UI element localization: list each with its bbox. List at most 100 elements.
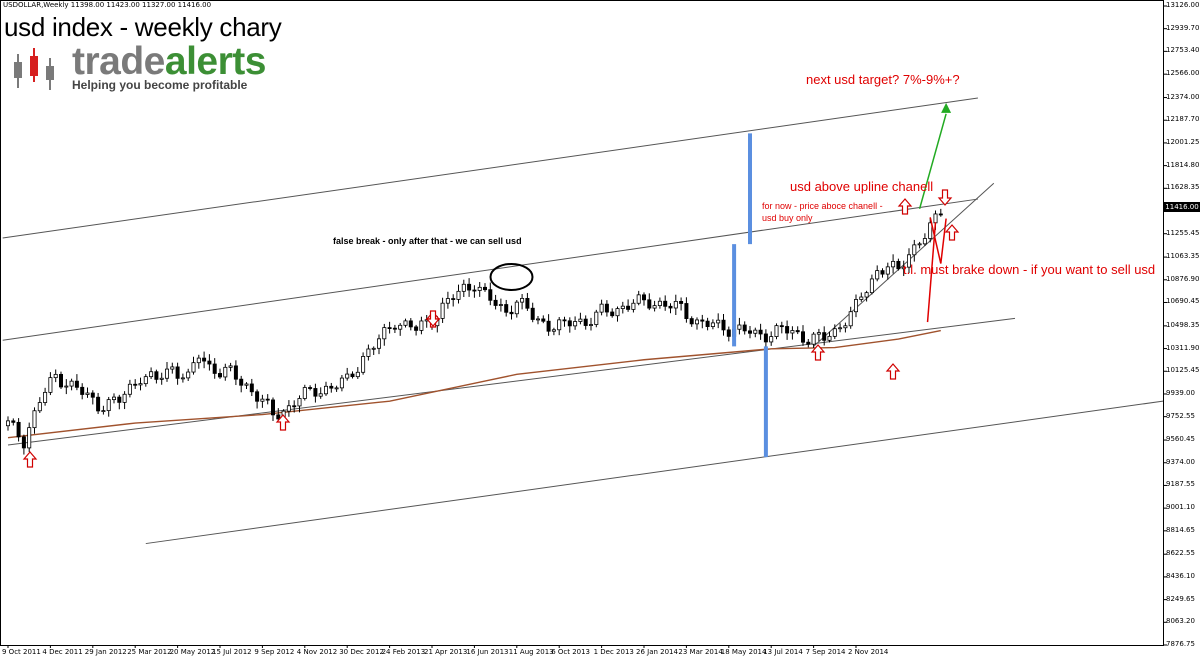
- candle-body: [276, 414, 281, 420]
- candle-body: [112, 396, 117, 401]
- candle-body: [445, 298, 450, 304]
- y-tick-label: 10498.35: [1166, 320, 1200, 329]
- x-tick-label: 7 Sep 2014: [805, 648, 846, 656]
- middle-channel-line: [2, 198, 978, 341]
- candle-body: [159, 377, 164, 380]
- candle-body: [117, 396, 122, 403]
- y-tick-label: 11814.80: [1166, 160, 1200, 169]
- candle-body: [832, 328, 837, 337]
- x-tick-label: 9 Oct 2011: [2, 648, 41, 656]
- candle-body: [133, 383, 138, 386]
- candle-body: [488, 289, 493, 301]
- tradealerts-logo: tradealerts Helping you become profitabl…: [10, 40, 280, 96]
- candle-body: [32, 410, 37, 429]
- candle-body: [689, 318, 694, 325]
- x-tick-label: 11 Aug 2013: [508, 648, 554, 656]
- up-arrow-marker: [897, 198, 913, 215]
- chart-title: usd index - weekly chary: [4, 12, 282, 42]
- candle-body: [520, 297, 525, 303]
- blue-measure-bars: [732, 133, 768, 458]
- candle-body: [583, 318, 588, 326]
- candle-body: [816, 332, 821, 335]
- candle-body: [265, 398, 270, 401]
- candle-body: [74, 380, 79, 388]
- x-tick-label: 26 Jan 2014: [636, 648, 678, 656]
- candle-body: [387, 327, 392, 329]
- candle-body: [875, 270, 880, 280]
- y-tick-label: 12753.40: [1166, 46, 1200, 55]
- candle-body: [48, 377, 53, 393]
- target-projection-line: [918, 113, 947, 210]
- candle-body: [647, 299, 652, 309]
- candle-body: [938, 213, 943, 216]
- candle-body: [392, 327, 397, 330]
- up-arrow-marker: [22, 451, 38, 468]
- candle-body: [642, 294, 647, 301]
- candle-body: [514, 301, 519, 315]
- candle-body: [122, 393, 127, 403]
- x-tick-label: 24 Feb 2013: [381, 648, 426, 656]
- candle-body: [652, 305, 657, 309]
- candle-body: [779, 325, 784, 328]
- candle-body: [69, 380, 74, 387]
- y-tick-label: 12374.00: [1166, 92, 1200, 101]
- y-tick-label: 8063.20: [1166, 617, 1195, 626]
- candle-body: [493, 299, 498, 306]
- x-tick-label: 6 Oct 2013: [551, 648, 591, 656]
- x-tick-label: 2 Nov 2014: [848, 648, 889, 656]
- y-tick-label: 10690.45: [1166, 297, 1200, 306]
- candle-body: [933, 213, 938, 224]
- y-tick-label: 9187.55: [1166, 480, 1195, 489]
- candle-body: [504, 304, 509, 313]
- logo-wordmark: tradealerts: [72, 40, 266, 84]
- candle-body: [599, 303, 604, 313]
- red-check-mark-b: [940, 218, 947, 264]
- candle-body: [726, 329, 731, 337]
- up-arrow-marker: [275, 414, 291, 431]
- candle-body: [64, 385, 69, 388]
- lower-support-line: [7, 317, 1016, 446]
- candle-body: [355, 371, 360, 378]
- y-tick-label: 8622.55: [1166, 549, 1195, 558]
- annotation-for-now-line2: usd buy only: [762, 213, 813, 223]
- y-tick-label: 9001.10: [1166, 503, 1195, 512]
- candle-body: [631, 302, 636, 310]
- candle-body: [742, 324, 747, 332]
- candle-body: [482, 286, 487, 291]
- y-tick-label: 11063.35: [1166, 252, 1200, 261]
- annotation-for-now-line1: for now - price aboce chanell -: [762, 201, 883, 211]
- candle-body: [854, 299, 859, 313]
- candle-body: [573, 321, 578, 327]
- candle-body: [498, 304, 503, 306]
- false-break-circle: [489, 262, 534, 291]
- candle-body: [180, 377, 185, 380]
- candle-body: [684, 303, 689, 319]
- annotation-false-break: false break - only after that - we can s…: [333, 236, 522, 246]
- y-axis-ticks: [1163, 5, 1167, 646]
- annotation-next-target: next usd target? 7%-9%+?: [806, 72, 960, 87]
- candle-body: [912, 244, 917, 256]
- candle-body: [467, 283, 472, 291]
- candle-body: [339, 377, 344, 389]
- candle-body: [848, 311, 853, 327]
- y-tick-label: 7876.75: [1166, 640, 1195, 648]
- candle-body: [663, 300, 668, 307]
- candle-body: [106, 399, 111, 412]
- candle-body: [138, 383, 143, 386]
- y-tick-label: 12001.25: [1166, 137, 1200, 146]
- candle-body: [313, 388, 318, 397]
- candle-body: [382, 327, 387, 340]
- x-tick-label: 1 Dec 2013: [593, 648, 634, 656]
- candle-body: [705, 320, 710, 327]
- candle-body: [589, 324, 594, 326]
- candle-body: [37, 402, 42, 412]
- red-check-mark-a: [929, 217, 942, 264]
- y-tick-label: 9752.55: [1166, 411, 1195, 420]
- channel-lines: [2, 97, 1164, 545]
- candle-body: [620, 305, 625, 310]
- y-tick-label: 12187.70: [1166, 115, 1200, 124]
- candle-body: [398, 324, 403, 330]
- candle-body: [604, 303, 609, 313]
- y-tick-label: 11628.35: [1166, 183, 1200, 192]
